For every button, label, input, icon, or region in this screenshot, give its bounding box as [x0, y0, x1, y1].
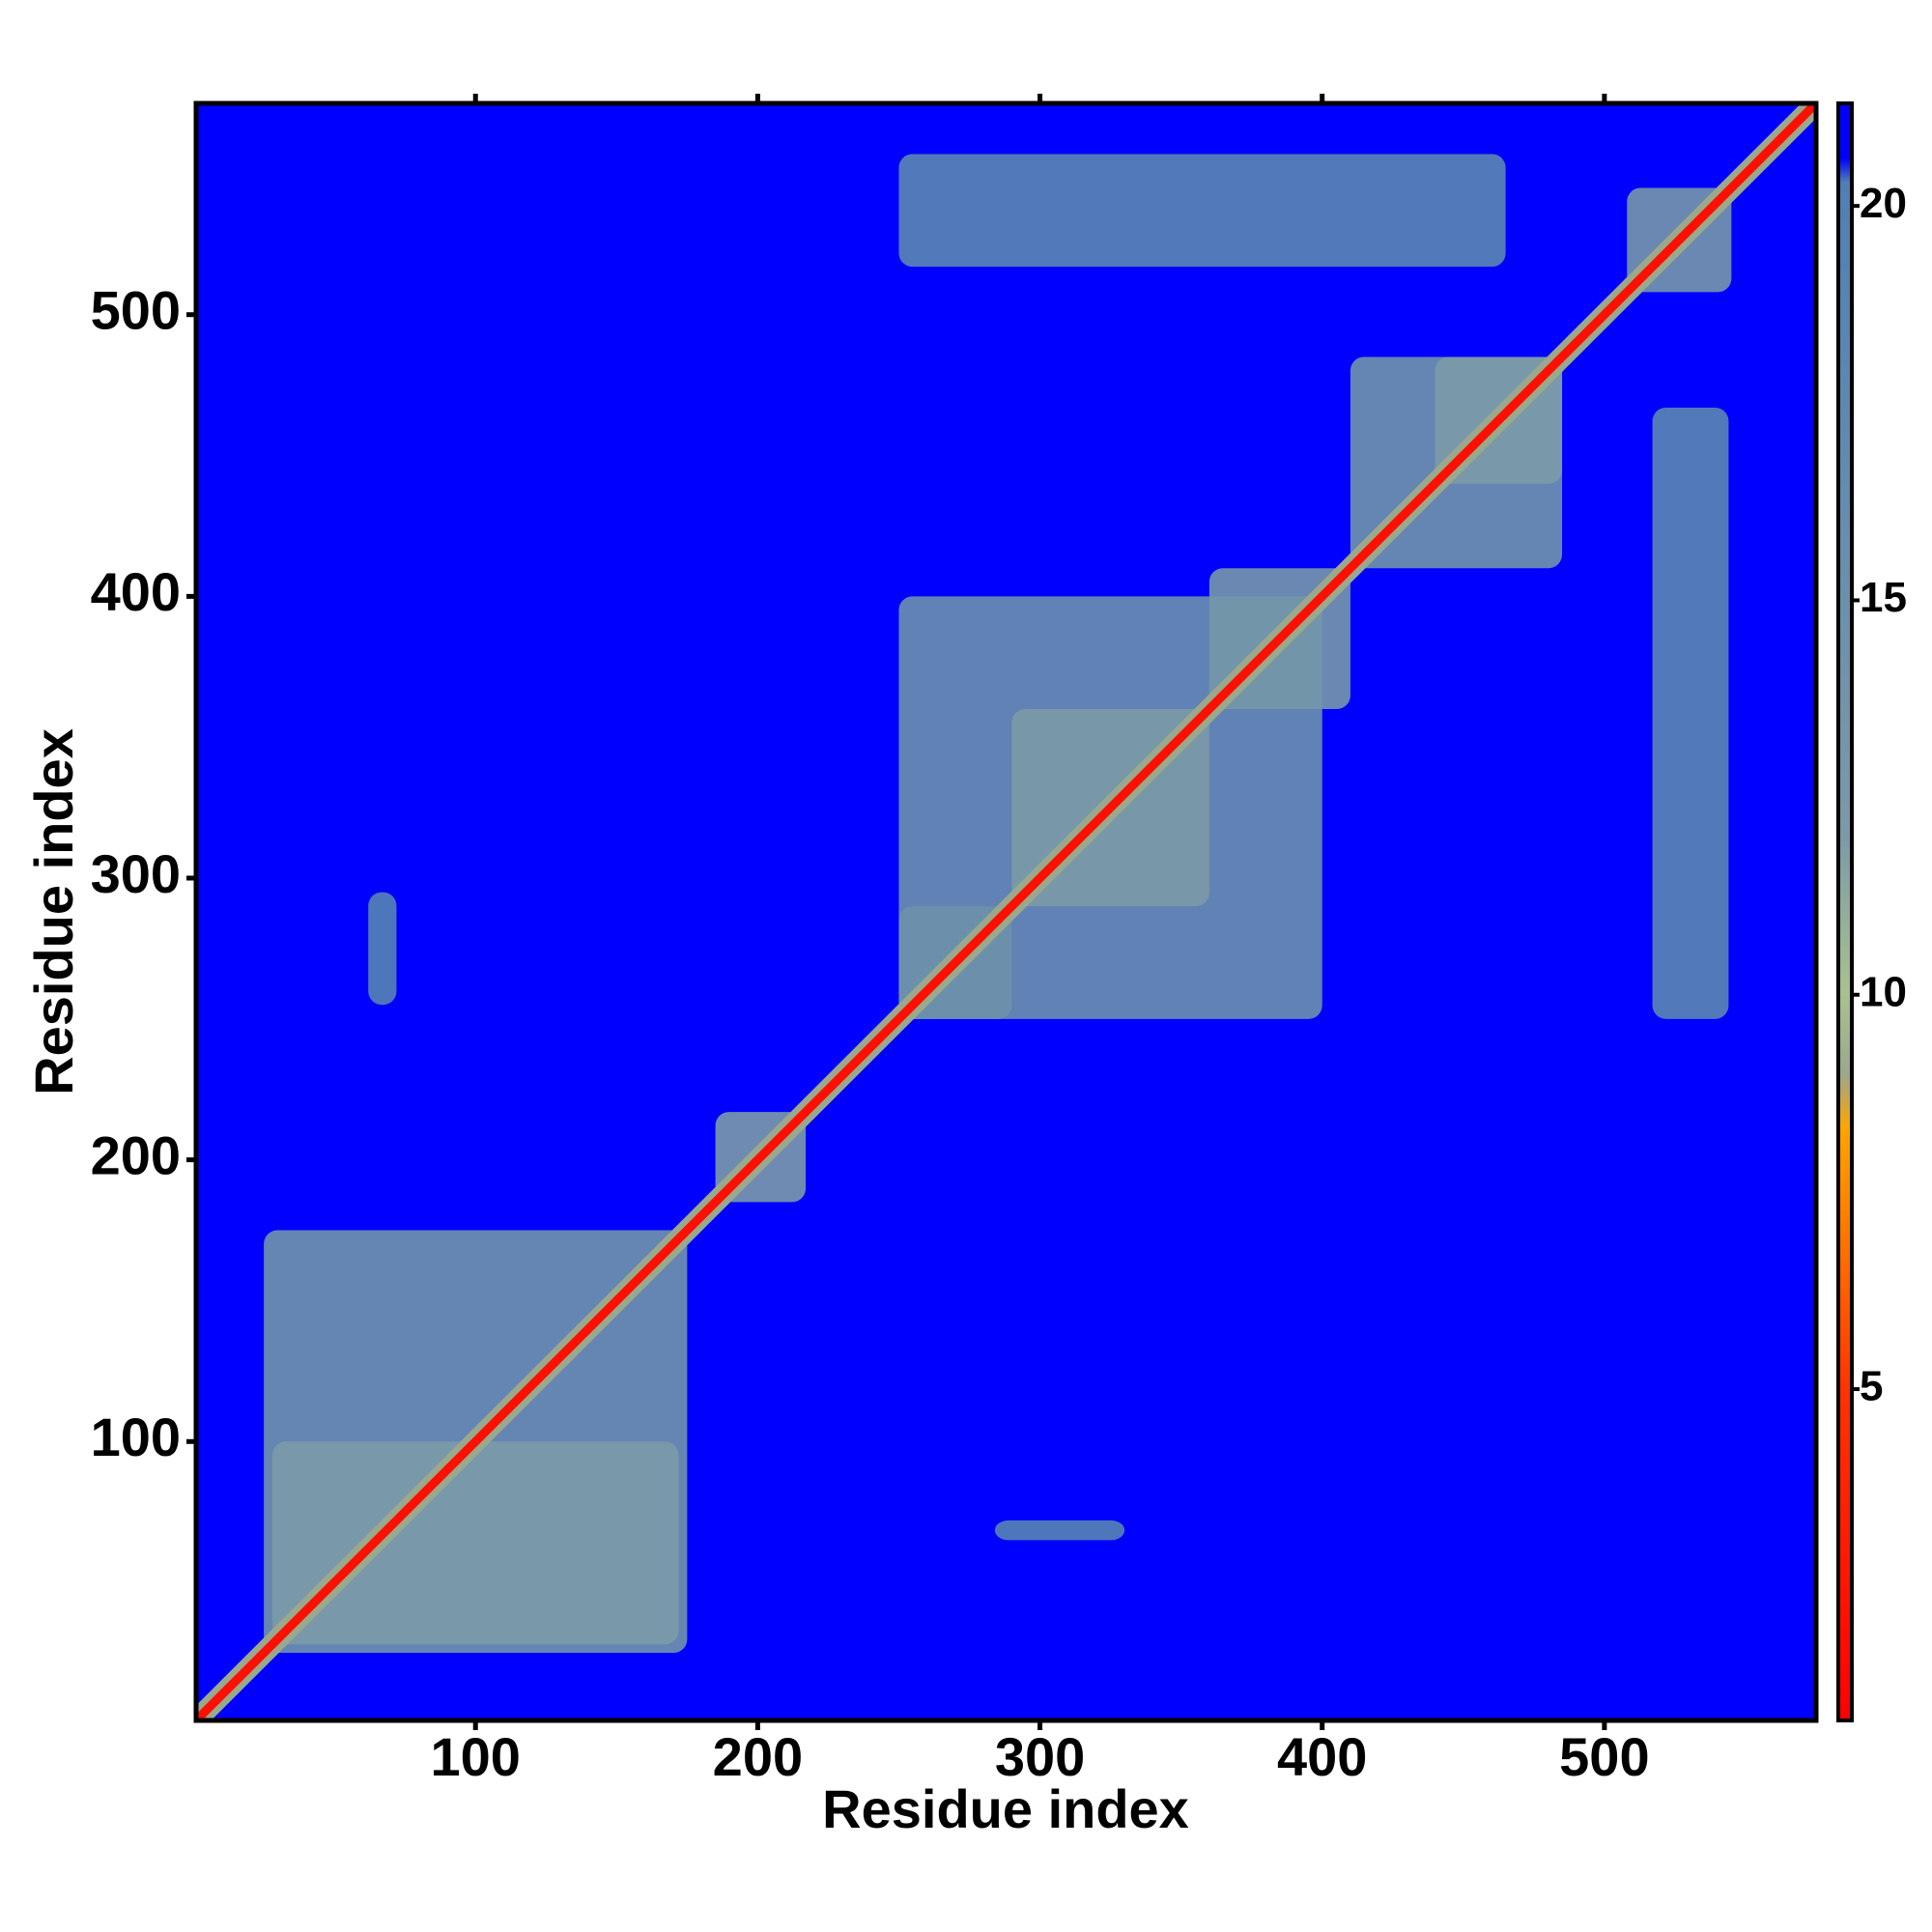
colorbar-tick-label: 15 [1860, 574, 1907, 621]
colorbar-tick-label: 5 [1860, 1363, 1883, 1410]
y-tick-label: 300 [91, 843, 181, 904]
x-tick-label: 200 [713, 1726, 803, 1787]
y-tick-label: 400 [91, 561, 181, 622]
y-tick-label: 200 [91, 1124, 181, 1185]
x-tick-label: 500 [1559, 1726, 1649, 1787]
x-tick-label: 100 [431, 1726, 521, 1787]
heatmap-region [368, 892, 397, 1006]
x-tick-label: 400 [1277, 1726, 1367, 1787]
heatmap-region [994, 1520, 1125, 1541]
colorbar-tick-label: 10 [1860, 968, 1907, 1015]
y-axis-title: Residue index [23, 728, 84, 1095]
heatmap-region [898, 154, 1506, 268]
colorbar-tick-label: 20 [1860, 180, 1907, 227]
heatmap-region [271, 1441, 679, 1645]
plot-area [196, 103, 1816, 1720]
x-axis-title: Residue index [822, 1778, 1189, 1839]
y-tick-label: 100 [91, 1406, 181, 1467]
diagonal-core [196, 103, 1816, 1720]
heatmap-region [1652, 407, 1729, 1019]
plot-frame [193, 100, 1819, 1723]
colorbar [1836, 101, 1854, 1722]
y-tick-label: 500 [91, 280, 181, 341]
x-tick-label: 300 [995, 1726, 1085, 1787]
